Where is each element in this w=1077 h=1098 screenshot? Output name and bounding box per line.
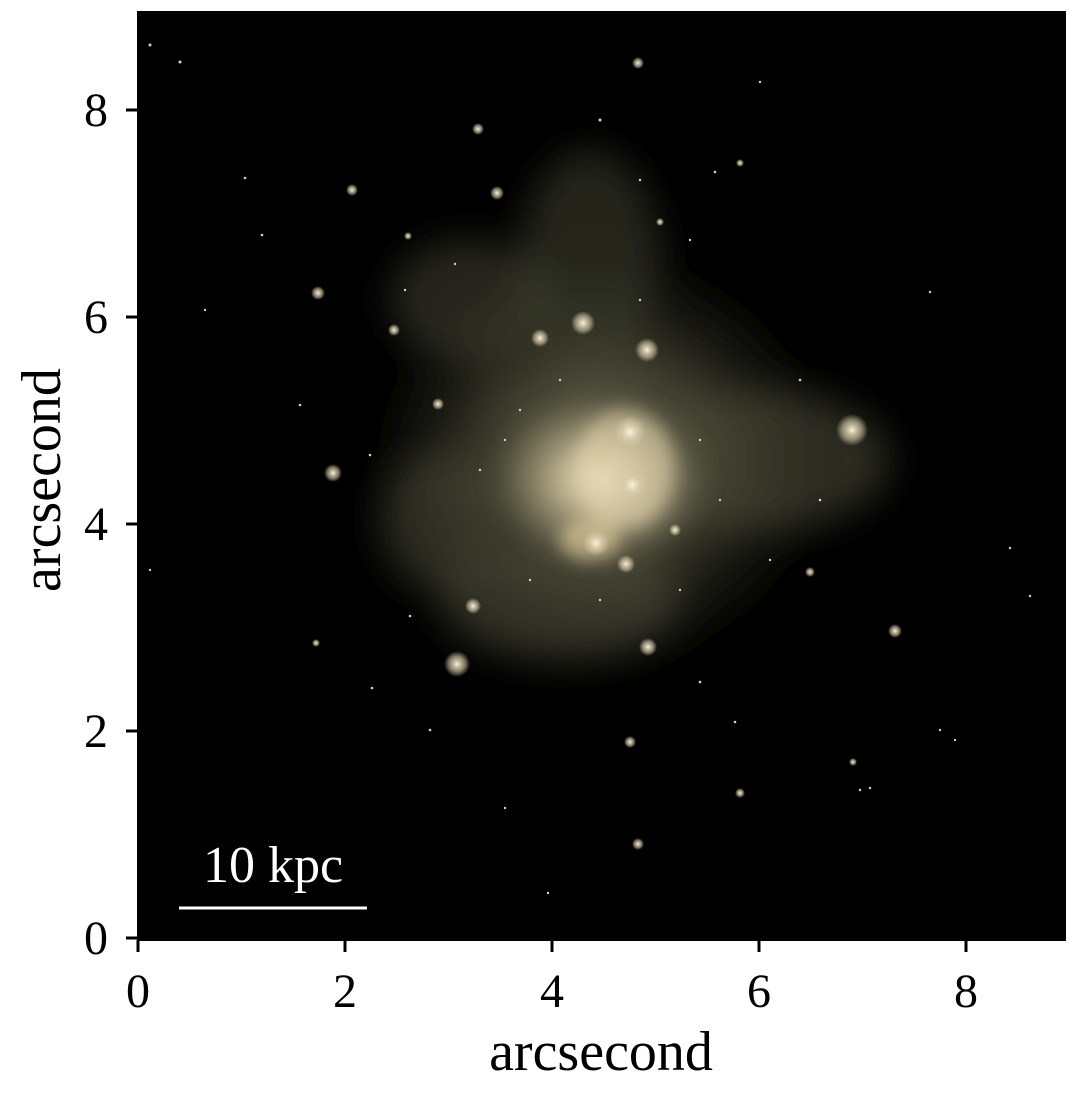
satellite-clumps bbox=[311, 57, 902, 850]
plot-frame bbox=[137, 11, 1066, 941]
x-tick-label: 0 bbox=[126, 965, 150, 1018]
x-tick-label: 6 bbox=[747, 965, 771, 1018]
x-axis: 0 2 4 6 8 arcsecond bbox=[126, 940, 978, 1083]
x-tick-label: 2 bbox=[333, 965, 357, 1018]
y-axis-title: arcsecond bbox=[11, 368, 73, 592]
y-axis: 0 2 4 6 8 arcsecond bbox=[11, 84, 138, 965]
galaxy-image: 10 kpc bbox=[138, 12, 1065, 940]
y-tick-label: 6 bbox=[84, 291, 108, 344]
star-particles bbox=[148, 43, 1032, 895]
y-tick-label: 2 bbox=[84, 705, 108, 758]
y-tick-label: 8 bbox=[84, 84, 108, 137]
y-tick-label: 0 bbox=[84, 912, 108, 965]
x-axis-title: arcsecond bbox=[489, 1021, 713, 1083]
x-tick-label: 8 bbox=[954, 965, 978, 1018]
scale-bar: 10 kpc bbox=[179, 837, 367, 910]
y-tick-label: 4 bbox=[84, 498, 108, 551]
x-tick-label: 4 bbox=[540, 965, 564, 1018]
scale-bar-label: 10 kpc bbox=[203, 837, 343, 894]
